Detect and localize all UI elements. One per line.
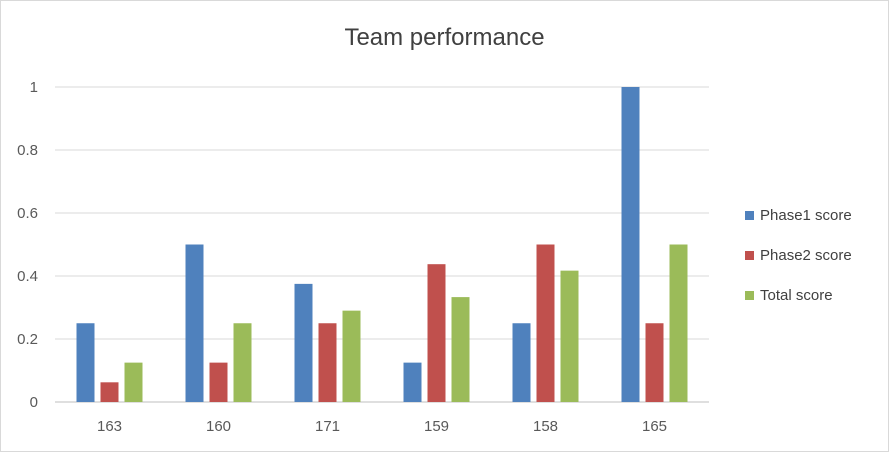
bar-phase2-score [209,362,228,402]
bar-phase1-score [294,283,313,402]
legend-label-phase2: Phase2 score [760,246,852,264]
x-tick-label: 171 [315,418,340,435]
bar-phase2-score [427,264,446,402]
legend-item-phase1: Phase1 score [745,205,852,225]
bar-phase1-score [403,362,422,402]
bar-total-score [669,244,688,402]
y-tick-label: 0.4 [17,268,38,285]
bar-total-score [560,270,579,402]
legend-item-phase2: Phase2 score [745,245,852,265]
bar-total-score [233,323,252,402]
bar-total-score [451,297,470,402]
legend: Phase1 score Phase2 score Total score [745,205,852,325]
legend-swatch-phase1 [745,210,754,220]
y-tick-label: 0.2 [17,331,38,348]
x-tick-label: 160 [206,418,231,435]
bar-phase2-score [318,323,337,402]
legend-label-phase1: Phase1 score [760,206,852,224]
legend-label-total: Total score [760,286,833,304]
x-tick-label: 159 [424,418,449,435]
bar-phase2-score [536,244,555,402]
legend-item-total: Total score [745,285,852,305]
bar-total-score [342,310,361,402]
bar-total-score [124,362,143,402]
y-tick-label: 0 [30,394,38,411]
bar-phase1-score [621,87,640,402]
y-tick-label: 0.6 [17,205,38,222]
y-tick-label: 1 [30,79,38,96]
x-tick-label: 158 [533,418,558,435]
bar-phase2-score [645,323,664,402]
legend-swatch-phase2 [745,250,754,260]
bar-phase1-score [185,244,204,402]
x-tick-label: 165 [642,418,667,435]
bar-phase1-score [76,323,95,402]
legend-swatch-total [745,290,754,300]
y-tick-label: 0.8 [17,142,38,159]
bar-phase2-score [100,382,119,402]
bar-phase1-score [512,323,531,402]
x-tick-label: 163 [97,418,122,435]
chart-title: Team performance [344,24,545,51]
